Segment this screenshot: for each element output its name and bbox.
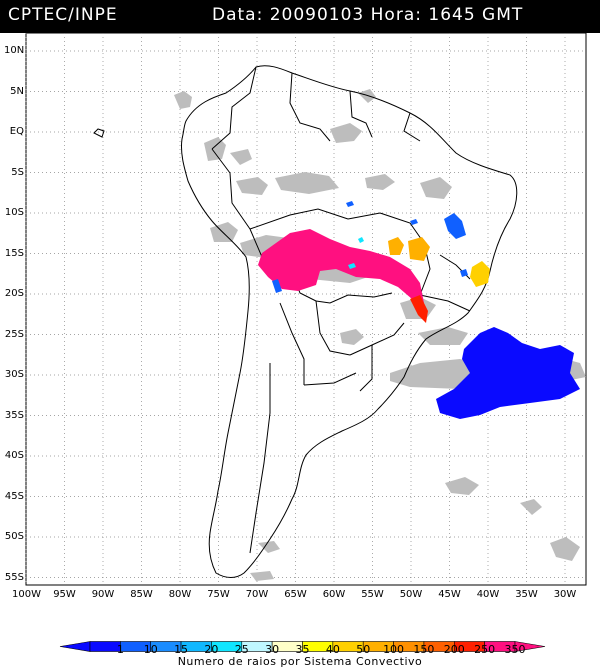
lat-label: 5S — [11, 166, 24, 178]
lat-label: 15S — [4, 247, 24, 259]
lat-label: 40S — [4, 450, 24, 461]
colorbar-tick-label: 40 — [325, 643, 340, 656]
colorbar-tick-label: 20 — [204, 643, 219, 656]
lat-label: 25S — [4, 328, 24, 340]
lon-label: 80W — [168, 589, 192, 600]
colorbar-tick-label: 100 — [383, 643, 405, 656]
lon-label: 85W — [130, 589, 153, 600]
lat-label: 30S — [4, 369, 24, 380]
lon-label: 50W — [399, 589, 423, 600]
lat-label: 50S — [4, 531, 24, 542]
lon-label: 30W — [553, 589, 577, 600]
lat-label: 35S — [4, 409, 24, 421]
map-frame — [25, 33, 587, 586]
colorbar-tick-label: 15 — [174, 643, 189, 656]
lat-label: 10N — [4, 45, 25, 56]
lat-label: 55S — [4, 571, 24, 583]
colorbar-left-arrow — [59, 641, 91, 652]
colorbar-tick-label: 200 — [443, 643, 465, 656]
colorbar-tick-label: 150 — [413, 643, 435, 656]
country-borders — [93, 65, 518, 578]
lon-label: 90W — [91, 589, 115, 600]
lon-label: 60W — [322, 589, 346, 600]
lon-label: 75W — [207, 589, 230, 600]
lon-label: 45W — [438, 589, 461, 600]
colorbar-tick-label: 30 — [265, 643, 280, 656]
map-header: CPTEC/INPE Data: 20090103 Hora: 1645 GMT — [0, 0, 600, 33]
lon-label: 40W — [476, 589, 500, 600]
colorbar — [59, 641, 546, 652]
lon-label: 55W — [361, 589, 384, 600]
colorbar-tick-label: 250 — [474, 643, 496, 656]
timestamp-title: Data: 20090103 Hora: 1645 GMT — [212, 5, 524, 25]
colorbar-tick-label: 35 — [295, 643, 310, 656]
lat-label: 5N — [10, 85, 24, 97]
colorbar-right-arrow — [514, 641, 546, 652]
lon-label: 65W — [284, 589, 307, 600]
map-canvas — [25, 33, 587, 586]
colorbar-tick-label: 10 — [143, 643, 158, 656]
convective-systems — [258, 201, 580, 419]
lon-label: 100W — [12, 589, 41, 600]
lat-lon-grid — [25, 33, 586, 585]
colorbar-caption: Numero de raios por Sistema Convectivo — [177, 655, 423, 668]
colorbar-tick-label: 1 — [116, 643, 124, 656]
lon-label: 95W — [53, 589, 76, 600]
lon-label: 35W — [515, 589, 538, 600]
colorbar-tick-label: 25 — [234, 643, 249, 656]
colorbar-tick-label: 50 — [356, 643, 371, 656]
lat-label: 45S — [4, 490, 24, 502]
lat-label: EQ — [9, 126, 24, 137]
lat-label: 20S — [4, 288, 24, 299]
lon-label: 70W — [245, 589, 269, 600]
lat-label: 10S — [4, 207, 24, 218]
source-title: CPTEC/INPE — [8, 5, 118, 25]
colorbar-tick-label: 350 — [504, 643, 526, 656]
